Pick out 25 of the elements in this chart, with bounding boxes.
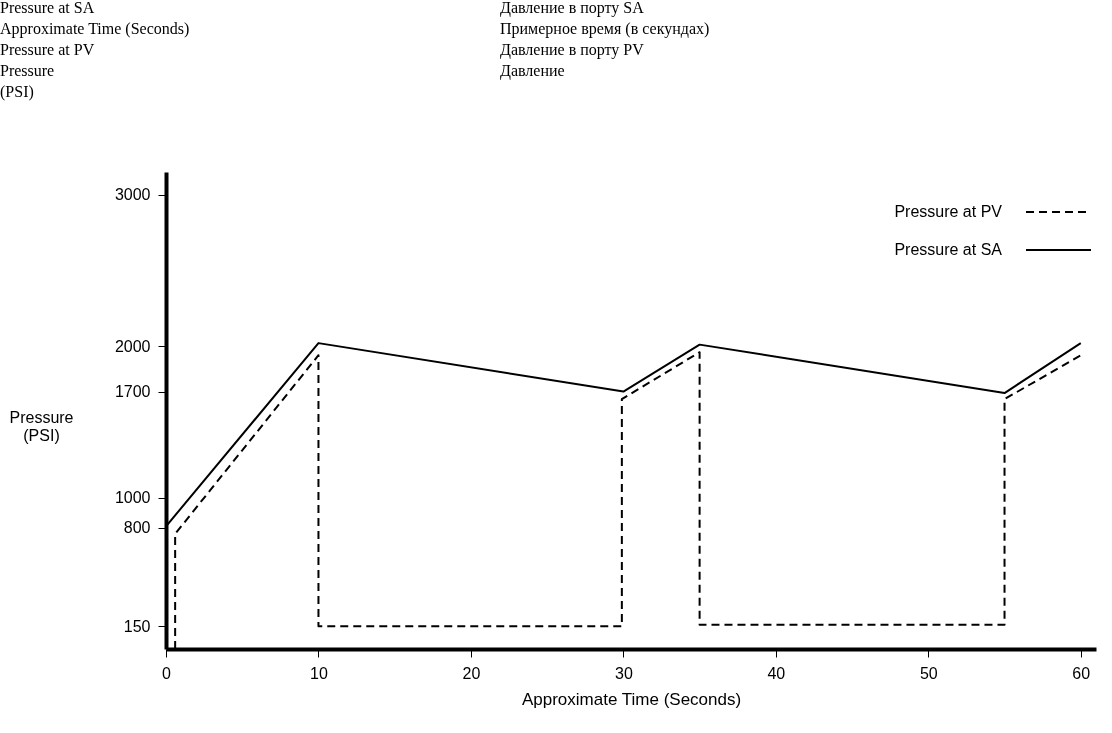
text: Pressure at SA <box>0 0 95 16</box>
y-axis-title: Pressure (PSI) <box>9 408 74 444</box>
text: Approximate Time (Seconds) <box>0 20 190 38</box>
text: Pressure (PSI) <box>0 62 55 101</box>
y-tick-label: 3000 <box>114 186 151 204</box>
legend-label: Pressure at PV <box>894 203 1003 220</box>
text: Примерное время (в секундах) <box>500 20 710 38</box>
x-tick-label: 20 <box>462 664 481 682</box>
y-tick-label: 1700 <box>114 383 151 401</box>
x-tick-label: 0 <box>162 664 172 682</box>
y-tick-label: 1000 <box>114 489 151 507</box>
x-tick-label: 60 <box>1072 664 1091 682</box>
text: Давление <box>500 62 565 80</box>
legend-label: Pressure at SA <box>894 241 1003 258</box>
y-tick-label: 800 <box>123 519 151 537</box>
x-tick-label: 10 <box>310 664 328 682</box>
x-tick-label: 30 <box>614 664 633 682</box>
x-tick-label: 40 <box>767 664 786 682</box>
text: Давление в порту SA <box>500 0 645 17</box>
text: Pressure at PV <box>0 41 95 58</box>
x-axis-title: Approximate Time (Seconds) <box>521 689 742 709</box>
text: Давление в порту PV <box>500 41 645 59</box>
y-tick-label: 150 <box>123 617 151 635</box>
y-tick-label: 2000 <box>114 337 151 355</box>
x-tick-label: 50 <box>919 664 938 682</box>
